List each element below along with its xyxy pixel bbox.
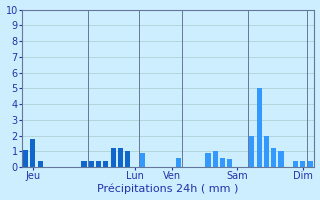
- Bar: [278, 151, 284, 167]
- Bar: [103, 161, 108, 167]
- Bar: [38, 161, 43, 167]
- Bar: [205, 153, 211, 167]
- Bar: [257, 88, 262, 167]
- Bar: [111, 148, 116, 167]
- Bar: [176, 158, 181, 167]
- Bar: [89, 161, 94, 167]
- Bar: [227, 159, 232, 167]
- Bar: [293, 161, 298, 167]
- Bar: [271, 148, 276, 167]
- X-axis label: Précipitations 24h ( mm ): Précipitations 24h ( mm ): [97, 184, 239, 194]
- Bar: [118, 148, 123, 167]
- Bar: [140, 153, 145, 167]
- Bar: [308, 161, 313, 167]
- Bar: [220, 158, 225, 167]
- Bar: [23, 150, 28, 167]
- Bar: [249, 136, 254, 167]
- Bar: [125, 151, 130, 167]
- Bar: [264, 136, 269, 167]
- Bar: [81, 161, 86, 167]
- Bar: [96, 161, 101, 167]
- Bar: [300, 161, 305, 167]
- Bar: [30, 139, 36, 167]
- Bar: [213, 151, 218, 167]
